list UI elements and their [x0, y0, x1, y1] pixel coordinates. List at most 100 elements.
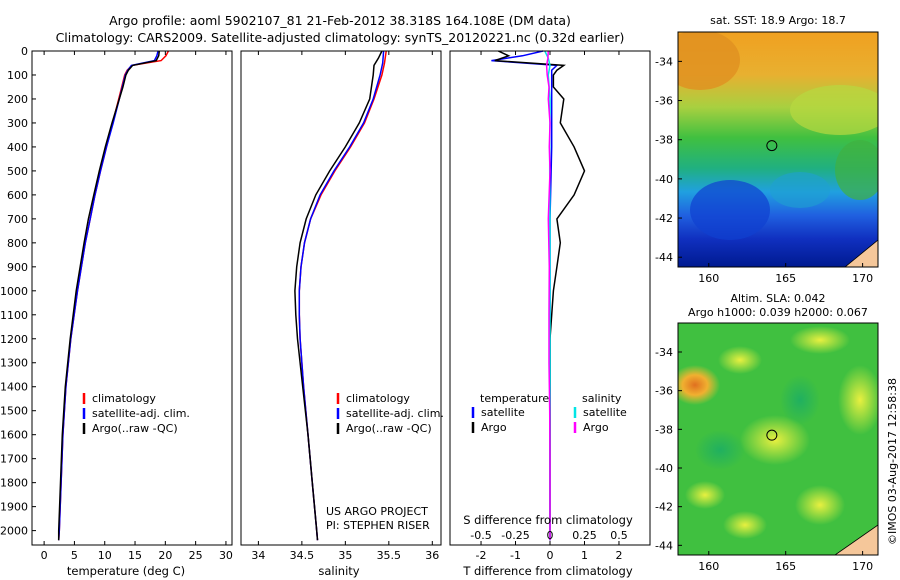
top-x-tick-label: -0.25: [501, 529, 529, 542]
sst-map-title: sat. SST: 18.9 Argo: 18.7: [710, 14, 846, 27]
temperature-panel: 0 5 10 15 20 25 30 0 100 200 300 400 500 600 700 800 90…: [0, 45, 233, 578]
sla-map-frame: [677, 322, 879, 556]
series-line-satellite-adj-clim-: [298, 50, 385, 541]
legend-label: satellite: [481, 406, 525, 419]
series-line-satellite-temperature: [491, 50, 559, 541]
series-line-argo-raw-qc-: [57, 50, 161, 541]
y-tick-label: 1000: [0, 285, 28, 298]
map-x-tick-label: 160: [698, 272, 719, 285]
y-tick-label: 500: [7, 165, 28, 178]
map-y-tick-label: -42: [655, 212, 673, 225]
map-x-tick-label: 160: [698, 560, 719, 573]
temperature-difference-axis-label: T difference from climatology: [462, 564, 633, 578]
land-outline: [844, 239, 878, 267]
y-tick-label: 1300: [0, 357, 28, 370]
y-tick-label: 100: [7, 69, 28, 82]
salinity-legend: climatology satellite-adj. clim. Argo(..ra…: [336, 392, 444, 435]
y-tick-label: 1100: [0, 309, 28, 322]
sst-field: [678, 32, 878, 267]
map-x-tick-label: 165: [775, 272, 796, 285]
x-tick-label: 25: [189, 549, 203, 562]
y-tick-label: 300: [7, 117, 28, 130]
legend-label: satellite-adj. clim.: [346, 407, 444, 420]
y-tick-label: 1200: [0, 333, 28, 346]
sst-map-frame: [677, 31, 879, 268]
series-line-satellite-adj-clim-: [57, 50, 159, 541]
legend-title-temperature: temperature: [480, 392, 549, 405]
series-line-argo-raw-qc-: [294, 50, 383, 541]
difference-panel: -2 -1 0 1 2 -0.5 -0.25 0 0.25 0.5 S difference f…: [449, 50, 651, 578]
salinity-difference-axis-label: S difference from climatology: [463, 513, 633, 527]
sla-field: [678, 323, 878, 555]
map-y-tick-label: -34: [655, 346, 673, 359]
difference-legend: temperature salinitysatelliteArgosatellit…: [471, 392, 627, 434]
legend-label: Argo: [481, 421, 507, 434]
map-y-tick-label: -40: [655, 462, 673, 475]
x-tick-label: 1: [581, 549, 588, 562]
series-line-argo-temperature: [494, 50, 586, 541]
top-x-tick-label: 0: [547, 529, 554, 542]
top-x-tick-label: 0.25: [572, 529, 597, 542]
legend-label: Argo(..raw -QC): [346, 422, 432, 435]
sst-map-panel: sat. SST: 18.9 Argo: 18.7 160 165 170 -34 -3…: [655, 14, 879, 285]
map-x-tick-label: 170: [852, 272, 873, 285]
temperature-plot-frame: [31, 50, 233, 546]
map-y-tick-label: -40: [655, 173, 673, 186]
x-tick-label: 35: [338, 549, 352, 562]
y-tick-label: 1900: [0, 501, 28, 514]
legend-label: Argo: [583, 421, 609, 434]
y-tick-label: 1700: [0, 453, 28, 466]
map-y-tick-label: -38: [655, 134, 673, 147]
x-tick-label: 5: [71, 549, 78, 562]
salinity-axis-label: salinity: [318, 564, 359, 578]
y-tick-label: 0: [21, 45, 28, 58]
y-tick-label: 1600: [0, 429, 28, 442]
x-tick-label: 34: [251, 549, 265, 562]
y-tick-label: 1400: [0, 381, 28, 394]
map-y-tick-label: -36: [655, 385, 673, 398]
y-tick-label: 400: [7, 141, 28, 154]
y-tick-label: 1800: [0, 477, 28, 490]
salinity-panel: 34 34.5 35 35.5 36 salinity climatology satel…: [240, 50, 444, 578]
top-x-tick-label: -0.5: [470, 529, 491, 542]
x-tick-label: 0: [547, 549, 554, 562]
temperature-legend: climatology satellite-adj. clim. Argo(..ra…: [82, 392, 190, 435]
legend-label: satellite-adj. clim.: [92, 407, 190, 420]
y-tick-label: 2000: [0, 525, 28, 538]
land-outline: [834, 524, 878, 555]
sla-map-title-line1: Altim. SLA: 0.042: [730, 292, 825, 305]
x-tick-label: 30: [219, 549, 233, 562]
series-line-argo-salinity: [545, 50, 551, 541]
legend-label: satellite: [583, 406, 627, 419]
map-x-tick-label: 170: [852, 560, 873, 573]
map-y-tick-label: -36: [655, 95, 673, 108]
top-x-tick-label: 0.5: [610, 529, 628, 542]
series-line-climatology: [298, 50, 387, 541]
sla-map-panel: Altim. SLA: 0.042 Argo h1000: 0.039 h200…: [655, 292, 879, 573]
map-y-tick-label: -42: [655, 501, 673, 514]
map-y-tick-label: -38: [655, 423, 673, 436]
x-tick-label: 34.5: [290, 549, 315, 562]
y-tick-label: 700: [7, 213, 28, 226]
y-tick-label: 600: [7, 189, 28, 202]
x-tick-label: 15: [128, 549, 142, 562]
map-x-tick-label: 165: [775, 560, 796, 573]
pi-annotation: PI: STEPHEN RISER: [326, 519, 430, 532]
y-tick-label: 900: [7, 261, 28, 274]
x-tick-label: -1: [510, 549, 521, 562]
legend-label: Argo(..raw -QC): [92, 422, 178, 435]
argo-position-marker: [766, 429, 778, 441]
figure-title-line2: Climatology: CARS2009. Satellite-adjuste…: [55, 30, 625, 45]
salinity-plot-frame: [240, 50, 442, 546]
map-y-tick-label: -34: [655, 55, 673, 68]
project-annotation: US ARGO PROJECT: [326, 505, 428, 518]
x-tick-label: -2: [476, 549, 487, 562]
argo-position-marker: [766, 140, 778, 152]
x-tick-label: 10: [98, 549, 112, 562]
sla-map-title-line2: Argo h1000: 0.039 h2000: 0.067: [688, 306, 868, 319]
map-y-tick-label: -44: [655, 539, 673, 552]
y-tick-label: 1500: [0, 405, 28, 418]
x-tick-label: 35.5: [377, 549, 402, 562]
y-tick-label: 200: [7, 93, 28, 106]
